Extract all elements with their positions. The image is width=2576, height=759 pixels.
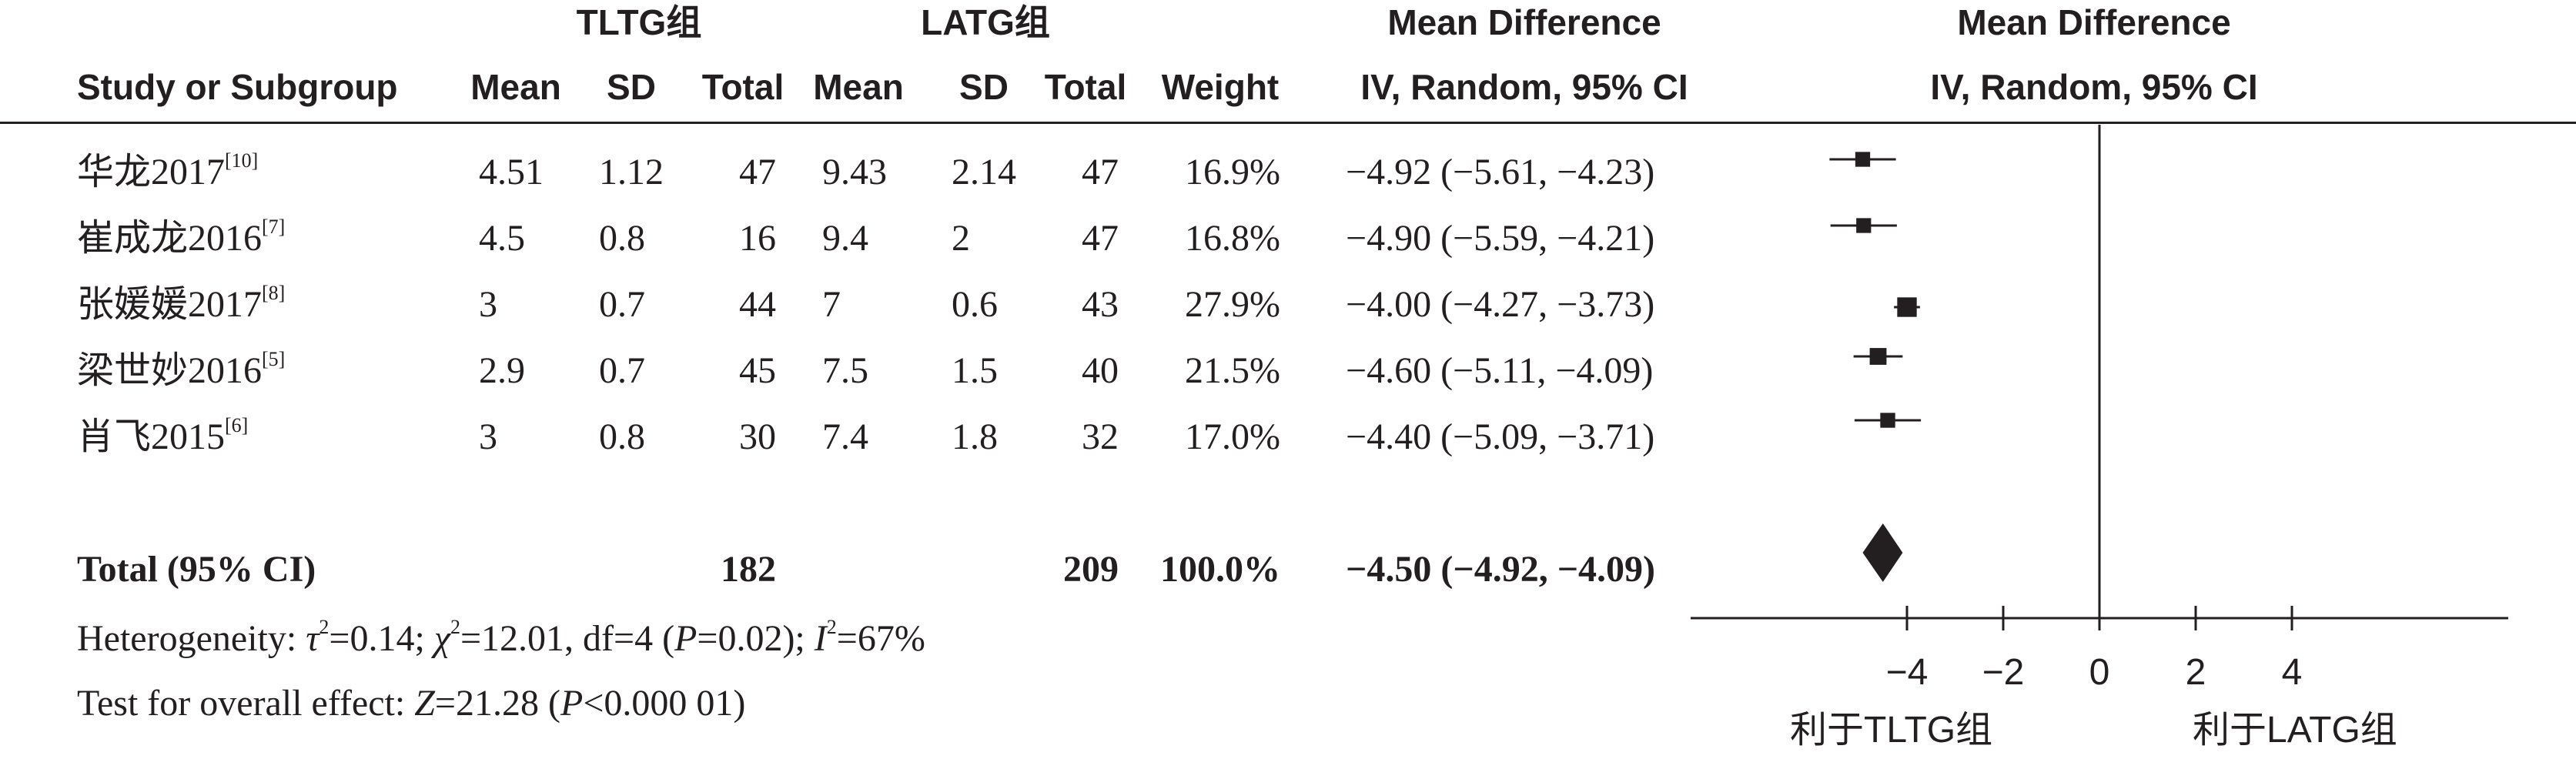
x-tick-label: −2 [1982, 652, 2025, 693]
total2-sum: 209 [1063, 549, 1119, 590]
study-effect-marker [1856, 218, 1872, 233]
pooled-diamond [1862, 523, 1903, 582]
col-sd2-header: SD [959, 67, 1009, 107]
mean1-value: 3 [479, 284, 497, 325]
study-effect-marker [1880, 413, 1895, 428]
ci-text: −4.92 (−5.61, −4.23) [1346, 152, 1655, 192]
x-tick-label: 4 [2282, 652, 2303, 693]
col-study-header: Study or Subgroup [77, 67, 398, 107]
study-effect-marker [1897, 297, 1917, 317]
sd1-value: 0.7 [599, 350, 645, 391]
x-tick-label: 0 [2089, 652, 2110, 693]
col-method-header: IV, Random, 95% CI [1360, 67, 1688, 107]
total-weight: 100.0% [1160, 549, 1280, 590]
sd1-value: 0.8 [599, 416, 645, 457]
x-tick-label: 2 [2186, 652, 2206, 693]
total1-value: 47 [739, 152, 776, 192]
weight-value: 17.0% [1185, 416, 1280, 457]
weight-value: 21.5% [1185, 350, 1280, 391]
col-mean1-header: Mean [470, 67, 561, 107]
sd2-value: 2.14 [952, 152, 1016, 192]
sd1-value: 0.7 [599, 284, 645, 325]
heterogeneity-text: Heterogeneity: τ2=0.14; χ2=12.01, df=4 (… [77, 616, 925, 659]
weight-value: 16.9% [1185, 152, 1280, 192]
total1-value: 44 [739, 284, 776, 325]
header-rule [0, 122, 2576, 124]
sd2-value: 0.6 [952, 284, 998, 325]
mean1-value: 3 [479, 416, 497, 457]
total2-value: 40 [1082, 350, 1119, 391]
mean2-value: 7.5 [822, 350, 868, 391]
ci-text: −4.60 (−5.11, −4.09) [1346, 350, 1654, 391]
study-name: 肖飞2015[6] [77, 414, 249, 457]
col-mean2-header: Mean [813, 67, 904, 107]
col-weight-header: Weight [1161, 67, 1280, 107]
md-header: Mean Difference [1387, 2, 1661, 42]
study-name: 梁世妙2016[5] [77, 348, 286, 391]
study-effect-marker [1869, 348, 1887, 365]
study-name: 崔成龙2016[7] [77, 216, 286, 259]
mean2-value: 7.4 [822, 416, 868, 457]
total-label: Total (95% CI) [77, 549, 316, 590]
x-tick-label: −4 [1886, 652, 1929, 693]
sd2-value: 1.8 [952, 416, 998, 457]
mean2-value: 7 [822, 284, 841, 325]
pooled-ci-text: −4.50 (−4.92, −4.09) [1346, 549, 1656, 590]
total1-sum: 182 [721, 549, 776, 590]
sd2-value: 2 [952, 218, 970, 259]
sd2-value: 1.5 [952, 350, 998, 391]
total1-value: 16 [739, 218, 776, 259]
study-name: 张媛媛2017[8] [77, 282, 286, 325]
overall-effect-text: Test for overall effect: Z=21.28 (P<0.00… [77, 683, 746, 724]
mean2-value: 9.4 [822, 218, 868, 259]
mean2-value: 9.43 [822, 152, 887, 192]
col-sd1-header: SD [607, 67, 656, 107]
total2-value: 32 [1082, 416, 1119, 457]
md-plot-header: Mean Difference [1957, 2, 2231, 42]
mean1-value: 2.9 [479, 350, 525, 391]
study-effect-marker [1855, 152, 1871, 167]
col-total2-header: Total [1044, 67, 1127, 107]
favours-left-label: 利于TLTG组 [1790, 710, 1993, 751]
favours-right-label: 利于LATG组 [2193, 710, 2397, 751]
study-name: 华龙2017[10] [77, 149, 259, 192]
group1-header: TLTG组 [576, 2, 702, 42]
weight-value: 16.8% [1185, 218, 1280, 259]
total2-value: 47 [1082, 152, 1119, 192]
col-total1-header: Total [701, 67, 785, 107]
ci-text: −4.00 (−4.27, −3.73) [1346, 284, 1655, 325]
mean1-value: 4.51 [479, 152, 544, 192]
ci-text: −4.40 (−5.09, −3.71) [1346, 416, 1655, 457]
ci-text: −4.90 (−5.59, −4.21) [1346, 218, 1655, 259]
sd1-value: 1.12 [599, 152, 664, 192]
col-method-plot-header: IV, Random, 95% CI [1930, 67, 2258, 107]
mean1-value: 4.5 [479, 218, 525, 259]
total2-value: 47 [1082, 218, 1119, 259]
group2-header: LATG组 [921, 2, 1050, 42]
total1-value: 45 [739, 350, 776, 391]
sd1-value: 0.8 [599, 218, 645, 259]
total2-value: 43 [1082, 284, 1119, 325]
weight-value: 27.9% [1185, 284, 1280, 325]
total1-value: 30 [739, 416, 776, 457]
